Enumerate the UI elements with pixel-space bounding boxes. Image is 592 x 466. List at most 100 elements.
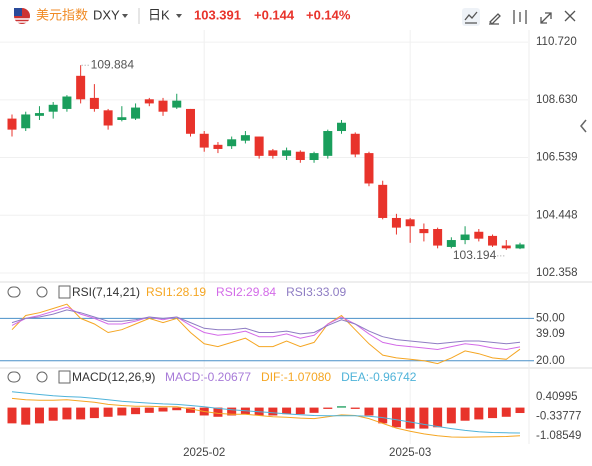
histogram-bar [446, 407, 456, 424]
instrument-name[interactable]: 美元指数 [36, 7, 88, 22]
candle-body [48, 104, 58, 112]
legend-entry: RSI2:29.84 [216, 285, 276, 299]
candle-body [89, 97, 99, 109]
indicator-line [11, 397, 521, 438]
candle-body [282, 150, 292, 156]
histogram-bar [295, 407, 305, 415]
histogram-bar [34, 407, 44, 424]
period[interactable]: 日K [148, 7, 170, 22]
histogram-bar [378, 407, 388, 424]
candle-body [131, 107, 141, 119]
panel-title: MACD(12,26,9) [72, 370, 155, 384]
histogram-bar [337, 406, 347, 408]
y-tick-label: 110.720 [536, 36, 577, 48]
legend-entry: RSI3:33.09 [286, 285, 346, 299]
histogram-bar [309, 407, 319, 413]
candle-body [488, 235, 498, 246]
candle-body [172, 100, 182, 108]
min-label: 103.194 [453, 248, 497, 262]
panel-title: RSI(7,14,21) [72, 285, 140, 299]
eye-icon[interactable] [7, 371, 21, 383]
candle-body [34, 113, 44, 116]
histogram-bar [474, 407, 484, 420]
candle-body [323, 131, 333, 156]
histogram-bar [185, 407, 195, 413]
candle-body [309, 153, 319, 161]
indicator-icon[interactable] [58, 285, 71, 299]
candle-body [419, 229, 429, 234]
candle-body [378, 184, 388, 218]
indicator-line [11, 309, 521, 345]
dropdown-arrow[interactable] [176, 14, 182, 18]
histogram-bar [501, 407, 511, 417]
histogram-bar [364, 407, 374, 416]
candle-body [254, 136, 264, 156]
histogram-bar [213, 407, 223, 417]
y-tick-label: 108.630 [536, 94, 578, 106]
indicator-icon[interactable] [464, 11, 478, 24]
histogram-bar [268, 407, 278, 416]
indicator-icon[interactable] [58, 370, 71, 384]
candle-body [350, 133, 360, 155]
histogram-bar [172, 407, 182, 411]
candle-body [185, 108, 195, 134]
candle-body [103, 110, 113, 126]
candle-body [405, 219, 415, 227]
histogram-bar [433, 407, 443, 428]
dropdown-arrow[interactable] [122, 14, 128, 18]
y-tick-label: -0.33777 [536, 410, 581, 422]
symbol[interactable]: DXY [93, 7, 120, 22]
y-tick-label: 0.40995 [536, 391, 578, 403]
draw-icon[interactable] [489, 13, 501, 25]
macd-header: MACD(12,26,9) [7, 370, 155, 384]
candle-body [144, 99, 154, 104]
collapse-arrow[interactable] [580, 119, 587, 133]
indicator-line [11, 303, 521, 365]
x-tick-label: 2025-03 [389, 447, 431, 459]
histogram-bar [405, 407, 415, 429]
histogram-bar [7, 407, 17, 424]
candle-body [337, 122, 347, 132]
chart-type-icon[interactable] [513, 10, 527, 24]
flag-icon [14, 8, 30, 24]
y-tick-label: 50.00 [536, 312, 565, 324]
legend-entry: DIF:-1.07080 [261, 370, 331, 384]
candle-body [76, 75, 86, 100]
histogram-bar [103, 407, 113, 417]
histogram-bar [323, 407, 333, 409]
rsi-header: RSI(7,14,21) [7, 285, 140, 299]
histogram-bar [460, 407, 470, 421]
histogram-bar [158, 407, 168, 412]
histogram-bar [89, 407, 99, 419]
histogram-bar [48, 407, 58, 421]
y-tick-label: 39.09 [536, 328, 565, 340]
candle-body [227, 139, 237, 147]
histogram-bar [144, 407, 154, 413]
histogram-bar [117, 407, 127, 416]
candle-body [158, 100, 168, 112]
candle-body [117, 117, 127, 120]
expand-icon[interactable] [540, 12, 552, 24]
histogram-bar [515, 407, 525, 414]
close-icon[interactable] [564, 10, 576, 22]
indicator-line [11, 306, 521, 351]
histogram-bar [488, 407, 498, 419]
candle-body [7, 118, 17, 130]
histogram-bar [131, 407, 141, 415]
price-change-pct: +0.14% [306, 7, 351, 22]
candle-body [501, 245, 511, 249]
settings-icon[interactable] [36, 286, 48, 298]
histogram-bar [76, 407, 86, 420]
candle-body [295, 151, 305, 161]
indicator-line [11, 391, 521, 434]
histogram-bar [419, 407, 429, 429]
candle-body [474, 231, 484, 239]
settings-icon[interactable] [36, 371, 48, 383]
eye-icon[interactable] [7, 286, 21, 298]
price-change: +0.144 [254, 7, 295, 22]
candle-body [240, 135, 250, 141]
y-tick-label: 104.448 [536, 209, 578, 221]
max-label: 109.884 [91, 57, 135, 71]
